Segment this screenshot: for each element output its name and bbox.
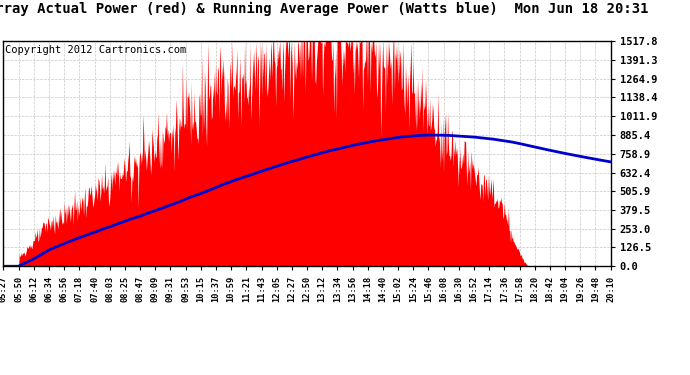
Text: Copyright 2012 Cartronics.com: Copyright 2012 Cartronics.com — [5, 45, 186, 55]
Text: West Array Actual Power (red) & Running Average Power (Watts blue)  Mon Jun 18 2: West Array Actual Power (red) & Running … — [0, 2, 649, 16]
